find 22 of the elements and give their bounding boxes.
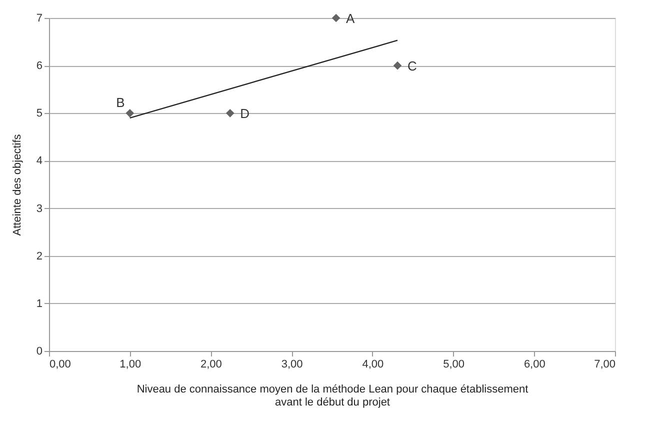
- annotation: D: [240, 106, 250, 122]
- y-tick-label: 0: [36, 346, 42, 358]
- y-tick-label: 4: [36, 155, 42, 168]
- x-tick-label: 6,00: [524, 358, 546, 370]
- x-tick-label: 3,00: [281, 358, 303, 370]
- y-tick-label: 7: [36, 12, 42, 24]
- annotation: C: [407, 58, 417, 74]
- x-tick-label: 0,00: [50, 358, 71, 370]
- x-axis-title: Niveau de connaissance moyen de la méthode Lean pour chaque établissement avant le début du projet: [136, 384, 528, 408]
- x-tick-label: 5,00: [443, 358, 464, 370]
- y-axis-title: Atteinte des objectifs: [11, 134, 24, 236]
- y-tick-label: 3: [36, 202, 42, 215]
- y-tick-label: 5: [36, 108, 42, 120]
- y-tick-label: 1: [36, 298, 42, 310]
- y-tick-label: 2: [36, 250, 42, 262]
- annotation: A: [346, 11, 356, 26]
- x-tick-label: 2,00: [200, 358, 222, 370]
- annotation: B: [116, 95, 125, 110]
- y-tick-label: 6: [36, 60, 42, 72]
- x-tick-label: 1,00: [120, 358, 142, 370]
- x-tick-label: 4,00: [362, 358, 384, 370]
- x-tick-label: 7,00: [594, 358, 616, 370]
